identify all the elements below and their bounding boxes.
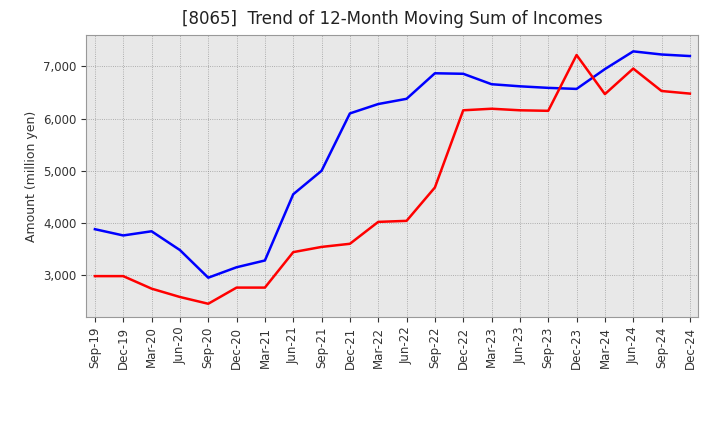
- Net Income: [572, 52, 581, 58]
- Ordinary Income: [289, 191, 297, 197]
- Ordinary Income: [516, 84, 524, 89]
- Net Income: [91, 274, 99, 279]
- Net Income: [544, 108, 552, 114]
- Net Income: [431, 185, 439, 190]
- Ordinary Income: [176, 247, 184, 253]
- Ordinary Income: [204, 275, 212, 280]
- Line: Ordinary Income: Ordinary Income: [95, 51, 690, 278]
- Line: Net Income: Net Income: [95, 55, 690, 304]
- Ordinary Income: [91, 227, 99, 232]
- Net Income: [600, 92, 609, 97]
- Ordinary Income: [629, 49, 637, 54]
- Net Income: [487, 106, 496, 111]
- Net Income: [318, 244, 326, 249]
- Net Income: [685, 91, 694, 96]
- Net Income: [516, 108, 524, 113]
- Title: [8065]  Trend of 12-Month Moving Sum of Incomes: [8065] Trend of 12-Month Moving Sum of I…: [182, 10, 603, 28]
- Ordinary Income: [544, 85, 552, 91]
- Ordinary Income: [459, 71, 467, 77]
- Ordinary Income: [657, 52, 666, 57]
- Net Income: [261, 285, 269, 290]
- Ordinary Income: [600, 66, 609, 72]
- Ordinary Income: [685, 53, 694, 59]
- Net Income: [402, 218, 411, 224]
- Net Income: [233, 285, 241, 290]
- Net Income: [629, 66, 637, 71]
- Ordinary Income: [233, 264, 241, 270]
- Ordinary Income: [318, 168, 326, 173]
- Ordinary Income: [119, 233, 127, 238]
- Ordinary Income: [374, 101, 382, 106]
- Net Income: [119, 274, 127, 279]
- Net Income: [289, 249, 297, 255]
- Ordinary Income: [346, 111, 354, 116]
- Net Income: [346, 241, 354, 246]
- Ordinary Income: [572, 86, 581, 92]
- Net Income: [459, 108, 467, 113]
- Net Income: [204, 301, 212, 306]
- Net Income: [176, 294, 184, 300]
- Ordinary Income: [487, 81, 496, 87]
- Ordinary Income: [402, 96, 411, 102]
- Net Income: [374, 219, 382, 224]
- Ordinary Income: [148, 229, 156, 234]
- Net Income: [657, 88, 666, 94]
- Ordinary Income: [431, 71, 439, 76]
- Y-axis label: Amount (million yen): Amount (million yen): [24, 110, 37, 242]
- Ordinary Income: [261, 258, 269, 263]
- Net Income: [148, 286, 156, 291]
